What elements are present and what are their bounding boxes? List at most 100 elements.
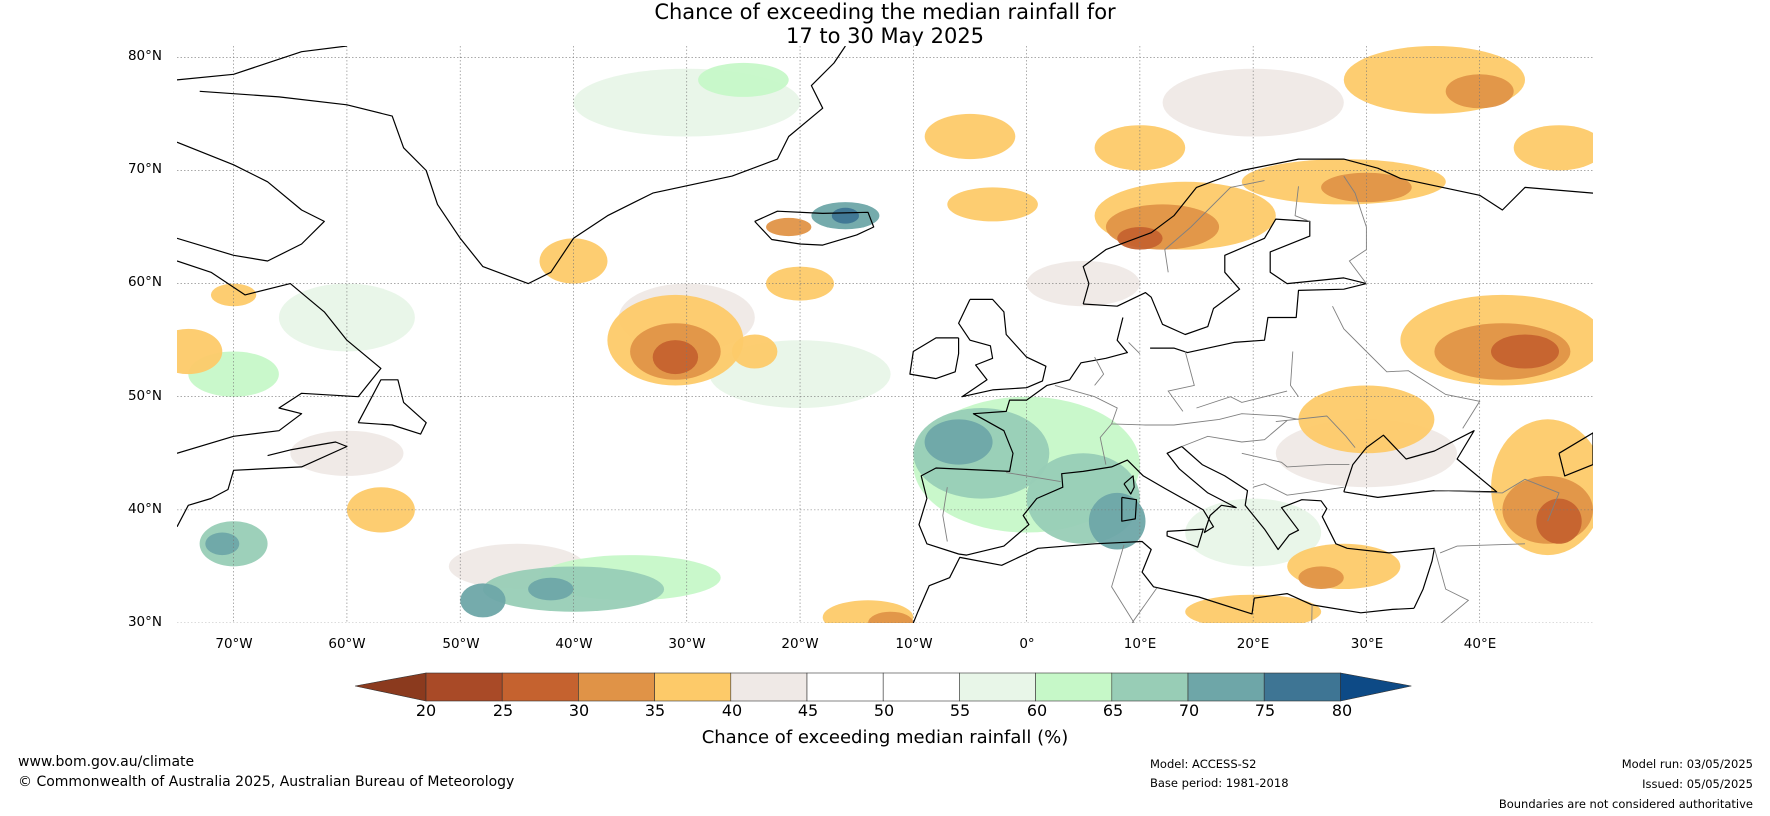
colorbar-tick-50: 50 [873, 701, 895, 720]
shaded-region [1536, 498, 1582, 544]
national-border [1434, 478, 1560, 522]
national-border [1006, 472, 1061, 483]
shaded-region [1298, 385, 1435, 454]
colorbar-swatch [1187, 672, 1265, 702]
coastline [1558, 432, 1593, 477]
shaded-region [278, 283, 415, 352]
coastline [177, 260, 382, 454]
coastline [177, 46, 347, 81]
shaded-region [528, 577, 574, 601]
national-border [1128, 342, 1141, 355]
lat-label-40n: 40°N [127, 501, 162, 517]
model-run-date: Model run: 03/05/2025 [1621, 757, 1753, 771]
shaded-region [1026, 261, 1140, 307]
colorbar-swatch [1263, 672, 1341, 702]
coastline [357, 379, 427, 435]
colorbar-tick-80: 80 [1331, 701, 1353, 720]
national-border [1181, 420, 1288, 447]
coastline [754, 210, 875, 246]
colorbar-swatch [1111, 672, 1189, 702]
website-link[interactable]: www.bom.gov.au/climate [18, 754, 195, 770]
colorbar-swatch [501, 672, 579, 702]
coastline [199, 46, 846, 285]
probability-shading [177, 46, 1593, 623]
colorbar-overflow-arrow [1340, 672, 1412, 702]
national-border [1253, 483, 1344, 496]
colorbar-label: Chance of exceeding median rainfall (%) [701, 727, 1069, 748]
coastline [1082, 158, 1593, 305]
national-border [1164, 180, 1265, 273]
coastline [958, 298, 1047, 398]
national-border [1131, 587, 1158, 623]
colorbar-tick-55: 55 [949, 701, 971, 720]
shaded-region [924, 419, 993, 465]
lon-label-50w: 50°W [442, 636, 480, 652]
colorbar-tick-35: 35 [644, 701, 666, 720]
map-title-line-1: Chance of exceeding the median rainfall … [654, 0, 1116, 24]
national-border [1332, 305, 1481, 429]
colorbar-swatch [882, 672, 960, 702]
colorbar [355, 672, 1412, 702]
coastline [909, 337, 960, 380]
lon-label-60w: 60°W [328, 636, 366, 652]
national-border [942, 487, 948, 542]
national-border [1094, 356, 1105, 386]
colorbar-tick-75: 75 [1254, 701, 1276, 720]
lon-label-10e: 10°E [1123, 636, 1157, 652]
lon-label-30w: 30°W [668, 636, 706, 652]
shaded-region [868, 611, 914, 623]
colorbar-tick-25: 25 [492, 701, 514, 720]
colorbar-tick-65: 65 [1102, 701, 1124, 720]
national-border [1196, 390, 1288, 409]
colorbar-tick-60: 60 [1026, 701, 1048, 720]
lon-label-40e: 40°E [1463, 636, 1497, 652]
shaded-region [1513, 125, 1593, 171]
national-border [1343, 175, 1367, 284]
colorbar-swatch [425, 672, 503, 702]
coastline [1150, 283, 1367, 354]
copyright-text: © Commonwealth of Australia 2025, Austra… [18, 774, 515, 790]
colorbar-tick-70: 70 [1178, 701, 1200, 720]
coastline [1121, 496, 1138, 522]
coastline [918, 317, 1435, 609]
shaded-region [1445, 74, 1514, 109]
coastline [912, 540, 1415, 623]
shaded-region [1298, 566, 1344, 589]
colorbar-swatch [806, 672, 884, 702]
lon-label-20e: 20°E [1236, 636, 1270, 652]
shaded-region [947, 187, 1038, 222]
map-canvas [177, 46, 1593, 623]
national-border [1111, 413, 1299, 426]
colorbar-swatch [730, 672, 808, 702]
national-border [1167, 351, 1195, 412]
lon-label-70w: 70°W [215, 636, 253, 652]
lon-label-0: 0° [1019, 636, 1035, 652]
shaded-region [831, 207, 860, 224]
lon-label-10w: 10°W [895, 636, 933, 652]
coastline [177, 441, 348, 528]
national-border [1111, 544, 1135, 623]
colorbar-swatch [959, 672, 1036, 702]
colorbar-tick-30: 30 [568, 701, 590, 720]
lon-label-30e: 30°E [1350, 636, 1384, 652]
coastlines [177, 46, 1593, 623]
shaded-region [460, 583, 506, 618]
coastline [1123, 475, 1135, 495]
national-border [1054, 384, 1118, 465]
national-border [1275, 415, 1356, 448]
rainfall-probability-map[interactable] [177, 46, 1593, 623]
national-border [1290, 351, 1299, 397]
map-title-line-2: 17 to 30 May 2025 [785, 24, 985, 48]
shaded-region [1491, 334, 1559, 369]
shaded-region [698, 62, 789, 97]
shaded-region [924, 113, 1016, 160]
shaded-region [732, 334, 778, 369]
base-period: Base period: 1981-2018 [1150, 776, 1289, 790]
colorbar-underflow-arrow [355, 672, 427, 702]
lon-label-20w: 20°W [781, 636, 819, 652]
lat-label-80n: 80°N [127, 48, 162, 64]
national-border [1439, 543, 1526, 554]
coastline [1166, 528, 1204, 548]
colorbar-tick-45: 45 [797, 701, 819, 720]
coastline [1083, 218, 1367, 336]
